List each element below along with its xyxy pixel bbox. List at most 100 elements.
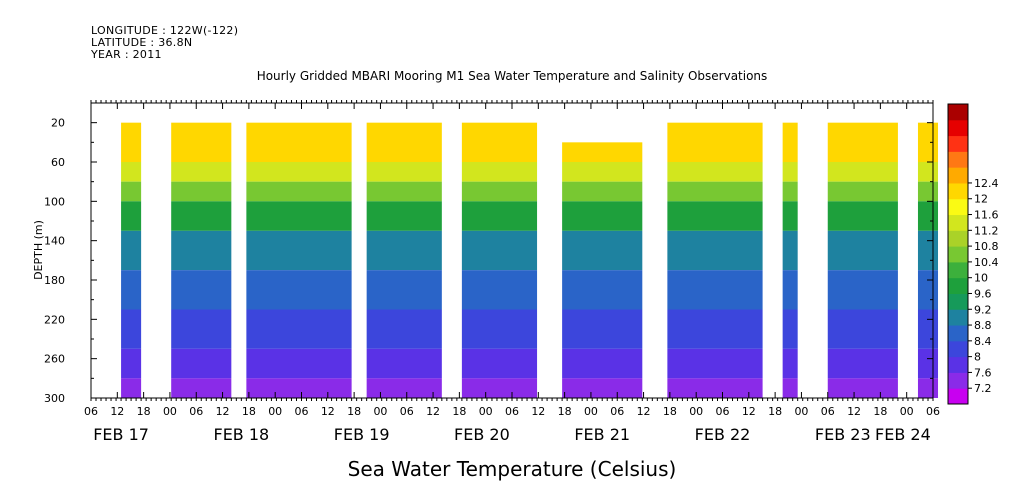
temperature-band	[782, 270, 798, 310]
x-hour-tick-label: 18	[347, 405, 361, 418]
temperature-band	[782, 309, 798, 349]
x-day-label: FEB 20	[454, 425, 510, 444]
temperature-band	[366, 162, 442, 182]
longitude-label: LONGITUDE : 122W(-122)	[91, 24, 239, 37]
temperature-band	[246, 230, 352, 271]
data-segment	[171, 122, 232, 398]
x-day-label: FEB 17	[93, 425, 149, 444]
colorbar-frame	[947, 103, 969, 405]
temperature-band	[366, 270, 442, 310]
temperature-band	[171, 348, 232, 379]
x-hour-tick-label: 06	[189, 405, 203, 418]
temperature-band	[827, 162, 898, 182]
y-axis: 20 60 100 140 180 220 260 300	[44, 117, 933, 405]
temperature-band	[667, 230, 763, 271]
colorbar-tick-label: 10.4	[974, 256, 999, 269]
x-hour-tick-label: 12	[531, 405, 545, 418]
x-hour-tick-label: 06	[821, 405, 835, 418]
temperature-band	[121, 122, 142, 162]
data-segment	[246, 122, 352, 398]
temperature-band	[562, 181, 643, 202]
temperature-band	[121, 162, 142, 182]
x-hour-tick-label: 18	[558, 405, 572, 418]
y-tick-label: 300	[44, 392, 65, 405]
temperature-band	[827, 378, 898, 398]
latitude-label: LATITUDE : 36.8N	[91, 36, 193, 49]
temperature-band	[171, 162, 232, 182]
y-tick-label: 100	[44, 195, 65, 208]
x-hour-tick-label: 18	[663, 405, 677, 418]
y-tick-label: 20	[51, 117, 65, 130]
temperature-band	[121, 230, 142, 271]
temperature-band	[667, 181, 763, 202]
temperature-band	[562, 348, 643, 379]
colorbar-tick-label: 10	[974, 272, 988, 285]
colorbar-tick-label: 12	[974, 193, 988, 206]
colorbar-swatch	[948, 167, 968, 184]
colorbar-tick-label: 9.2	[974, 303, 992, 316]
x-major-ticks: 06 12 18 00 06 12 18 00 06 12 18 00 06 12 18 00 06 12 18 00…	[84, 103, 940, 444]
x-hour-tick-label: 12	[426, 405, 440, 418]
colorbar-tick-label: 9.6	[974, 287, 992, 300]
temperature-band	[171, 122, 232, 162]
colorbar-swatch	[948, 104, 968, 121]
x-hour-tick-label: 00	[373, 405, 387, 418]
x-hour-tick-label: 00	[479, 405, 493, 418]
colorbar-swatch	[948, 261, 968, 279]
temperature-band	[782, 230, 798, 271]
temperature-band	[827, 270, 898, 310]
temperature-band	[461, 122, 538, 162]
temperature-band	[562, 378, 643, 398]
colorbar-swatch	[948, 119, 968, 137]
temperature-band	[667, 348, 763, 379]
temperature-band	[782, 348, 798, 379]
x-hour-tick-label: 00	[584, 405, 598, 418]
temperature-band	[246, 162, 352, 182]
temperature-band	[171, 181, 232, 202]
x-day-label: FEB 21	[574, 425, 630, 444]
temperature-band	[782, 201, 798, 231]
x-hour-tick-label: 18	[137, 405, 151, 418]
temperature-band	[121, 309, 142, 349]
temperature-band	[171, 230, 232, 271]
temperature-band	[782, 162, 798, 182]
temperature-band	[171, 309, 232, 349]
temperature-band	[461, 181, 538, 202]
x-minor-ticks	[90, 100, 934, 401]
x-hour-tick-label: 00	[689, 405, 703, 418]
temperature-band	[461, 348, 538, 379]
temperature-band	[562, 162, 643, 182]
x-hour-tick-label: 06	[84, 405, 98, 418]
temperature-band	[782, 181, 798, 202]
colorbar: 7.2 7.6 8 8.4 8.8 9.2 9.6 10 10.4 10.8 11.2 11.6 12 1…	[947, 103, 999, 405]
x-day-label: FEB 24	[875, 425, 931, 444]
temperature-band	[667, 378, 763, 398]
x-hour-tick-label: 00	[900, 405, 914, 418]
colorbar-tick-label: 7.2	[974, 382, 992, 395]
data-segment	[562, 142, 643, 398]
colorbar-swatch	[948, 372, 968, 389]
temperature-band	[562, 309, 643, 349]
temperature-band	[461, 201, 538, 231]
colorbar-swatch	[948, 198, 968, 216]
x-hour-tick-label: 18	[768, 405, 782, 418]
temperature-band	[562, 270, 643, 310]
x-hour-tick-label: 06	[505, 405, 519, 418]
x-hour-tick-label: 06	[400, 405, 414, 418]
colorbar-swatch	[948, 340, 968, 358]
colorbar-swatch	[948, 309, 968, 326]
colorbar-swatch	[948, 230, 968, 247]
temperature-band	[246, 201, 352, 231]
data-segment	[917, 122, 939, 398]
colorbar-swatch	[948, 388, 968, 405]
data-segment	[827, 122, 898, 398]
temperature-band	[917, 348, 939, 379]
temperature-band	[461, 162, 538, 182]
x-axis-title: Sea Water Temperature (Celsius)	[348, 457, 677, 481]
x-hour-tick-label: 12	[742, 405, 756, 418]
x-hour-tick-label: 00	[268, 405, 282, 418]
colorbar-tick-label: 8.4	[974, 335, 992, 348]
temperature-band	[121, 270, 142, 310]
temperature-band	[246, 378, 352, 398]
x-day-label: FEB 22	[695, 425, 751, 444]
